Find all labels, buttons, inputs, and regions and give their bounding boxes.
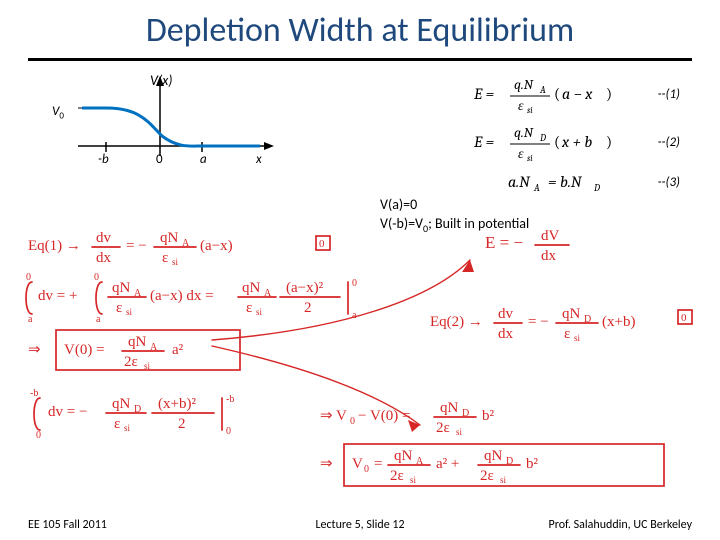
- svg-text:-b: -b: [30, 388, 38, 399]
- handwriting-overlay: E = − dV dx Eq(1) → dv dx = − qN A ε si …: [0, 0, 720, 540]
- svg-text:dv = +: dv = +: [38, 288, 77, 304]
- svg-text:0: 0: [319, 238, 325, 250]
- svg-text:qN: qN: [562, 306, 581, 322]
- svg-text:a² +: a² +: [436, 456, 459, 472]
- svg-text:qN: qN: [242, 280, 261, 296]
- svg-text:0: 0: [681, 312, 687, 324]
- svg-text:dv: dv: [498, 306, 514, 322]
- svg-text:a: a: [352, 310, 357, 321]
- svg-text:⇒: ⇒: [320, 456, 333, 472]
- svg-text:si: si: [256, 307, 263, 317]
- svg-text:− V(0) =: − V(0) =: [358, 408, 410, 424]
- svg-text:ε: ε: [564, 326, 570, 342]
- svg-text:= −: = −: [126, 238, 147, 254]
- svg-text:qN: qN: [394, 448, 413, 464]
- svg-text:⇒: ⇒: [28, 342, 41, 358]
- svg-text:2: 2: [304, 300, 312, 316]
- svg-text:a²: a²: [172, 342, 184, 358]
- svg-text:(a−x): (a−x): [200, 238, 233, 254]
- svg-text:0: 0: [364, 464, 369, 475]
- svg-text:0: 0: [36, 430, 41, 441]
- svg-text:V: V: [352, 456, 363, 472]
- svg-text:qN: qN: [440, 400, 459, 416]
- svg-text:si: si: [172, 257, 179, 267]
- svg-text:(a−x) dx =: (a−x) dx =: [150, 288, 214, 304]
- svg-text:qN: qN: [160, 230, 179, 246]
- svg-text:qN: qN: [128, 334, 147, 350]
- svg-text:V(0) =: V(0) =: [64, 342, 105, 358]
- svg-text:si: si: [456, 427, 463, 437]
- svg-text:(x+b)²: (x+b)²: [158, 396, 196, 412]
- svg-text:b²: b²: [526, 456, 539, 472]
- svg-text:dv: dv: [96, 230, 112, 246]
- svg-text:dv = −: dv = −: [48, 404, 87, 420]
- svg-text:qN: qN: [112, 280, 131, 296]
- svg-text:Eq(2) →: Eq(2) →: [430, 314, 483, 330]
- svg-text:E = −: E = −: [485, 233, 523, 252]
- svg-text:(x+b): (x+b): [602, 314, 635, 330]
- svg-text:0: 0: [226, 426, 231, 437]
- svg-text:0: 0: [94, 272, 99, 283]
- svg-text:=: =: [374, 456, 382, 472]
- svg-text:qN: qN: [484, 448, 503, 464]
- svg-text:2ε: 2ε: [124, 354, 138, 370]
- svg-text:dV: dV: [541, 228, 560, 244]
- svg-text:ε: ε: [114, 416, 120, 432]
- svg-text:dx: dx: [498, 326, 514, 342]
- svg-text:si: si: [144, 361, 151, 371]
- svg-text:si: si: [126, 307, 133, 317]
- footer-right: Prof. Salahuddin, UC Berkeley: [549, 518, 692, 532]
- svg-text:2ε: 2ε: [480, 468, 494, 484]
- svg-text:ε: ε: [116, 300, 122, 316]
- svg-text:dx: dx: [96, 250, 112, 266]
- svg-text:si: si: [124, 423, 131, 433]
- svg-text:2: 2: [178, 416, 186, 432]
- svg-text:a: a: [96, 314, 101, 325]
- svg-text:si: si: [410, 475, 417, 485]
- svg-text:2ε: 2ε: [390, 468, 404, 484]
- svg-text:qN: qN: [112, 396, 131, 412]
- svg-text:ε: ε: [162, 250, 168, 266]
- svg-text:b²: b²: [482, 408, 495, 424]
- svg-text:a: a: [28, 314, 33, 325]
- svg-text:si: si: [500, 475, 507, 485]
- svg-text:si: si: [574, 333, 581, 343]
- svg-text:0: 0: [352, 278, 357, 289]
- svg-text:0: 0: [350, 416, 355, 427]
- svg-text:dx: dx: [541, 248, 557, 264]
- svg-text:= −: = −: [528, 314, 549, 330]
- svg-text:Eq(1) →: Eq(1) →: [28, 238, 81, 254]
- svg-text:-b: -b: [226, 394, 234, 405]
- svg-text:(a−x)²: (a−x)²: [286, 280, 324, 296]
- svg-text:0: 0: [26, 272, 31, 283]
- svg-text:ε: ε: [246, 300, 252, 316]
- svg-text:⇒ V: ⇒ V: [320, 408, 347, 424]
- svg-text:2ε: 2ε: [436, 420, 450, 436]
